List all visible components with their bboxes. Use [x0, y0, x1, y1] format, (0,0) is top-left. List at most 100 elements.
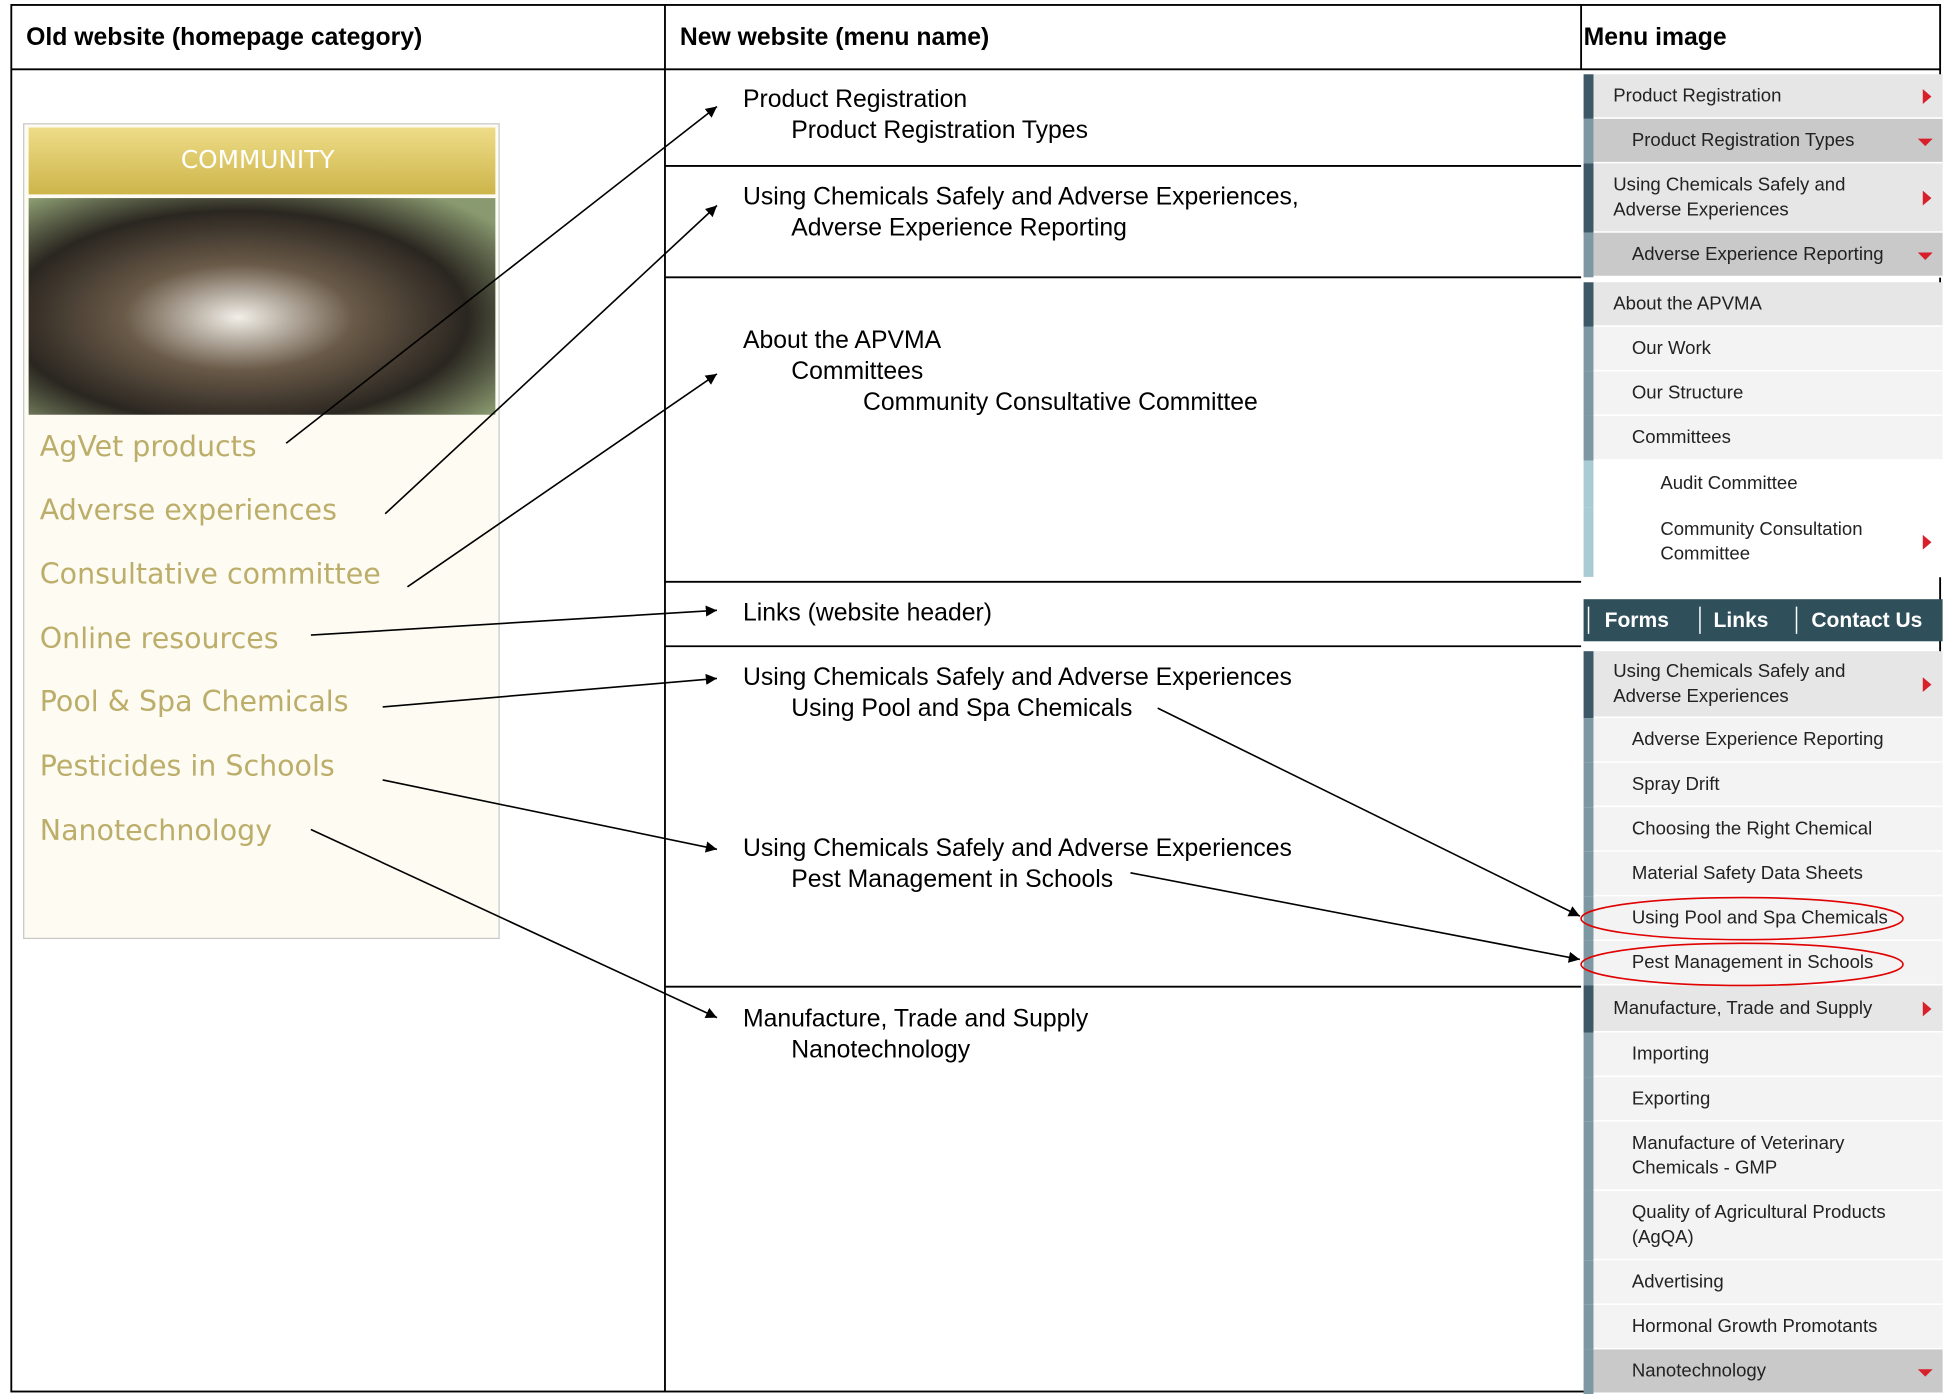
menu-arrow [1922, 534, 1932, 550]
menu-item-bg [1593, 718, 1943, 763]
menu-item-stripe [1583, 851, 1594, 897]
arrow [407, 373, 718, 588]
menu-item-stripe [1583, 507, 1594, 577]
menu-item-bg [1593, 896, 1943, 941]
highlight-ellipse [1580, 942, 1904, 987]
menu-item-stripe [1583, 1032, 1594, 1078]
menu-item-stripe [1583, 460, 1594, 508]
menu-item-bg [1593, 507, 1943, 577]
menu-item-label: Community Consultation [1660, 518, 1862, 539]
menu-item-label: Advertising [1632, 1270, 1724, 1291]
menu-item-stripe [1583, 163, 1594, 233]
menu-name-line: Links (website header) [743, 600, 992, 627]
arrow [384, 204, 718, 515]
menu-item-stripe [1583, 415, 1594, 461]
menu-item-label: Using Chemicals Safely and [1613, 174, 1845, 195]
menu-item-bg [1593, 807, 1943, 852]
menu-name-line: Product Registration Types [791, 117, 1088, 144]
menu-item-label: Spray Drift [1632, 773, 1721, 794]
column-header: Old website (homepage category) [26, 24, 422, 51]
menu-name-line: Community Consultative Committee [863, 389, 1258, 416]
menu-name-line: Using Chemicals Safely and Adverse Exper… [743, 835, 1292, 862]
old-category-item: Pesticides in Schools [40, 750, 335, 783]
menu-item-bg [1593, 163, 1943, 233]
menu-item-label: Committee [1660, 543, 1750, 564]
menu-arrow [1922, 677, 1932, 693]
menu-arrow [1917, 252, 1933, 260]
menu-item-label: Product Registration [1613, 84, 1781, 105]
menu-arrow [1922, 1001, 1932, 1017]
arrow [285, 105, 718, 444]
menu-item-stripe [1583, 282, 1594, 327]
menu-item-label: Adverse Experiences [1613, 685, 1788, 706]
menu-item-stripe [1583, 1077, 1594, 1122]
menu-item-label: Nanotechnology [1632, 1360, 1767, 1381]
menu-item-label: Manufacture, Trade and Supply [1613, 997, 1873, 1018]
menu-item-label: Audit Committee [1660, 472, 1797, 493]
menu-item-bg [1593, 1077, 1943, 1122]
header-link: Contact Us [1811, 609, 1922, 632]
menu-item-bg [1593, 282, 1943, 327]
menu-arrow [1917, 138, 1933, 147]
header-link: Forms [1605, 609, 1669, 632]
arrow [1157, 707, 1581, 917]
menu-item-label: Adverse Experience Reporting [1632, 728, 1884, 749]
menu-item-stripe [1583, 1349, 1594, 1394]
menu-item-stripe [1583, 371, 1594, 416]
menu-item-stripe [1583, 1190, 1594, 1261]
arrow [1130, 872, 1581, 963]
box-title-band [28, 127, 496, 195]
old-category-item: Adverse experiences [40, 493, 337, 526]
menu-item-label: Using Pool and Spa Chemicals [1632, 907, 1888, 928]
menu-item-stripe [1583, 1121, 1594, 1191]
menu-item-bg [1593, 415, 1943, 461]
menu-arrow [1922, 190, 1932, 206]
menu-item-label: Adverse Experience Reporting [1632, 243, 1884, 264]
old-category-item: Consultative committee [40, 558, 381, 591]
menu-name-line: Nanotechnology [791, 1037, 971, 1064]
menu-item-bg [1593, 1121, 1943, 1191]
menu-item-bg [1593, 460, 1943, 508]
header-bar [1583, 599, 1943, 642]
header-link: Links [1714, 609, 1769, 632]
menu-item-bg [1593, 1260, 1943, 1305]
menu-item-stripe [1583, 118, 1594, 164]
menu-item-label: Material Safety Data Sheets [1632, 862, 1863, 883]
menu-item-bg [1593, 1349, 1943, 1394]
menu-item-stripe [1583, 232, 1594, 278]
arrow [382, 673, 718, 708]
menu-item-label: Product Registration Types [1632, 129, 1855, 150]
menu-item-bg [1593, 762, 1943, 808]
old-category-item: Pool & Spa Chemicals [40, 685, 349, 718]
menu-item-stripe [1583, 762, 1594, 808]
menu-item-label: Choosing the Right Chemical [1632, 817, 1872, 838]
menu-item-bg [1593, 371, 1943, 416]
menu-item-stripe [1583, 940, 1594, 986]
menu-name-line: Using Pool and Spa Chemicals [791, 695, 1132, 722]
menu-name-line: Product Registration [743, 86, 967, 113]
menu-item-label: Chemicals - GMP [1632, 1157, 1777, 1178]
menu-item-bg [1593, 1190, 1943, 1261]
menu-item-label: Our Structure [1632, 382, 1743, 403]
menu-item-label: Exporting [1632, 1087, 1710, 1108]
menu-item-label: Quality of Agricultural Products [1632, 1201, 1886, 1222]
arrow [310, 605, 718, 636]
menu-item-stripe [1583, 74, 1594, 119]
menu-item-stripe [1583, 985, 1594, 1033]
menu-item-bg [1593, 326, 1943, 372]
menu-item-stripe [1583, 807, 1594, 852]
menu-name-line: About the APVMA [743, 327, 942, 354]
menu-item-label: About the APVMA [1613, 292, 1762, 313]
menu-item-stripe [1583, 1304, 1594, 1350]
menu-item-bg [1593, 985, 1943, 1033]
arrow [310, 828, 718, 1019]
menu-item-stripe [1583, 1260, 1594, 1305]
arrow [382, 779, 718, 853]
column-header: Menu image [1584, 24, 1727, 51]
menu-item-label: (AgQA) [1632, 1226, 1694, 1247]
menu-item-bg [1593, 1304, 1943, 1350]
menu-arrow [1917, 1369, 1933, 1377]
menu-item-label: Manufacture of Veterinary [1632, 1132, 1845, 1153]
menu-item-label: Importing [1632, 1043, 1709, 1064]
